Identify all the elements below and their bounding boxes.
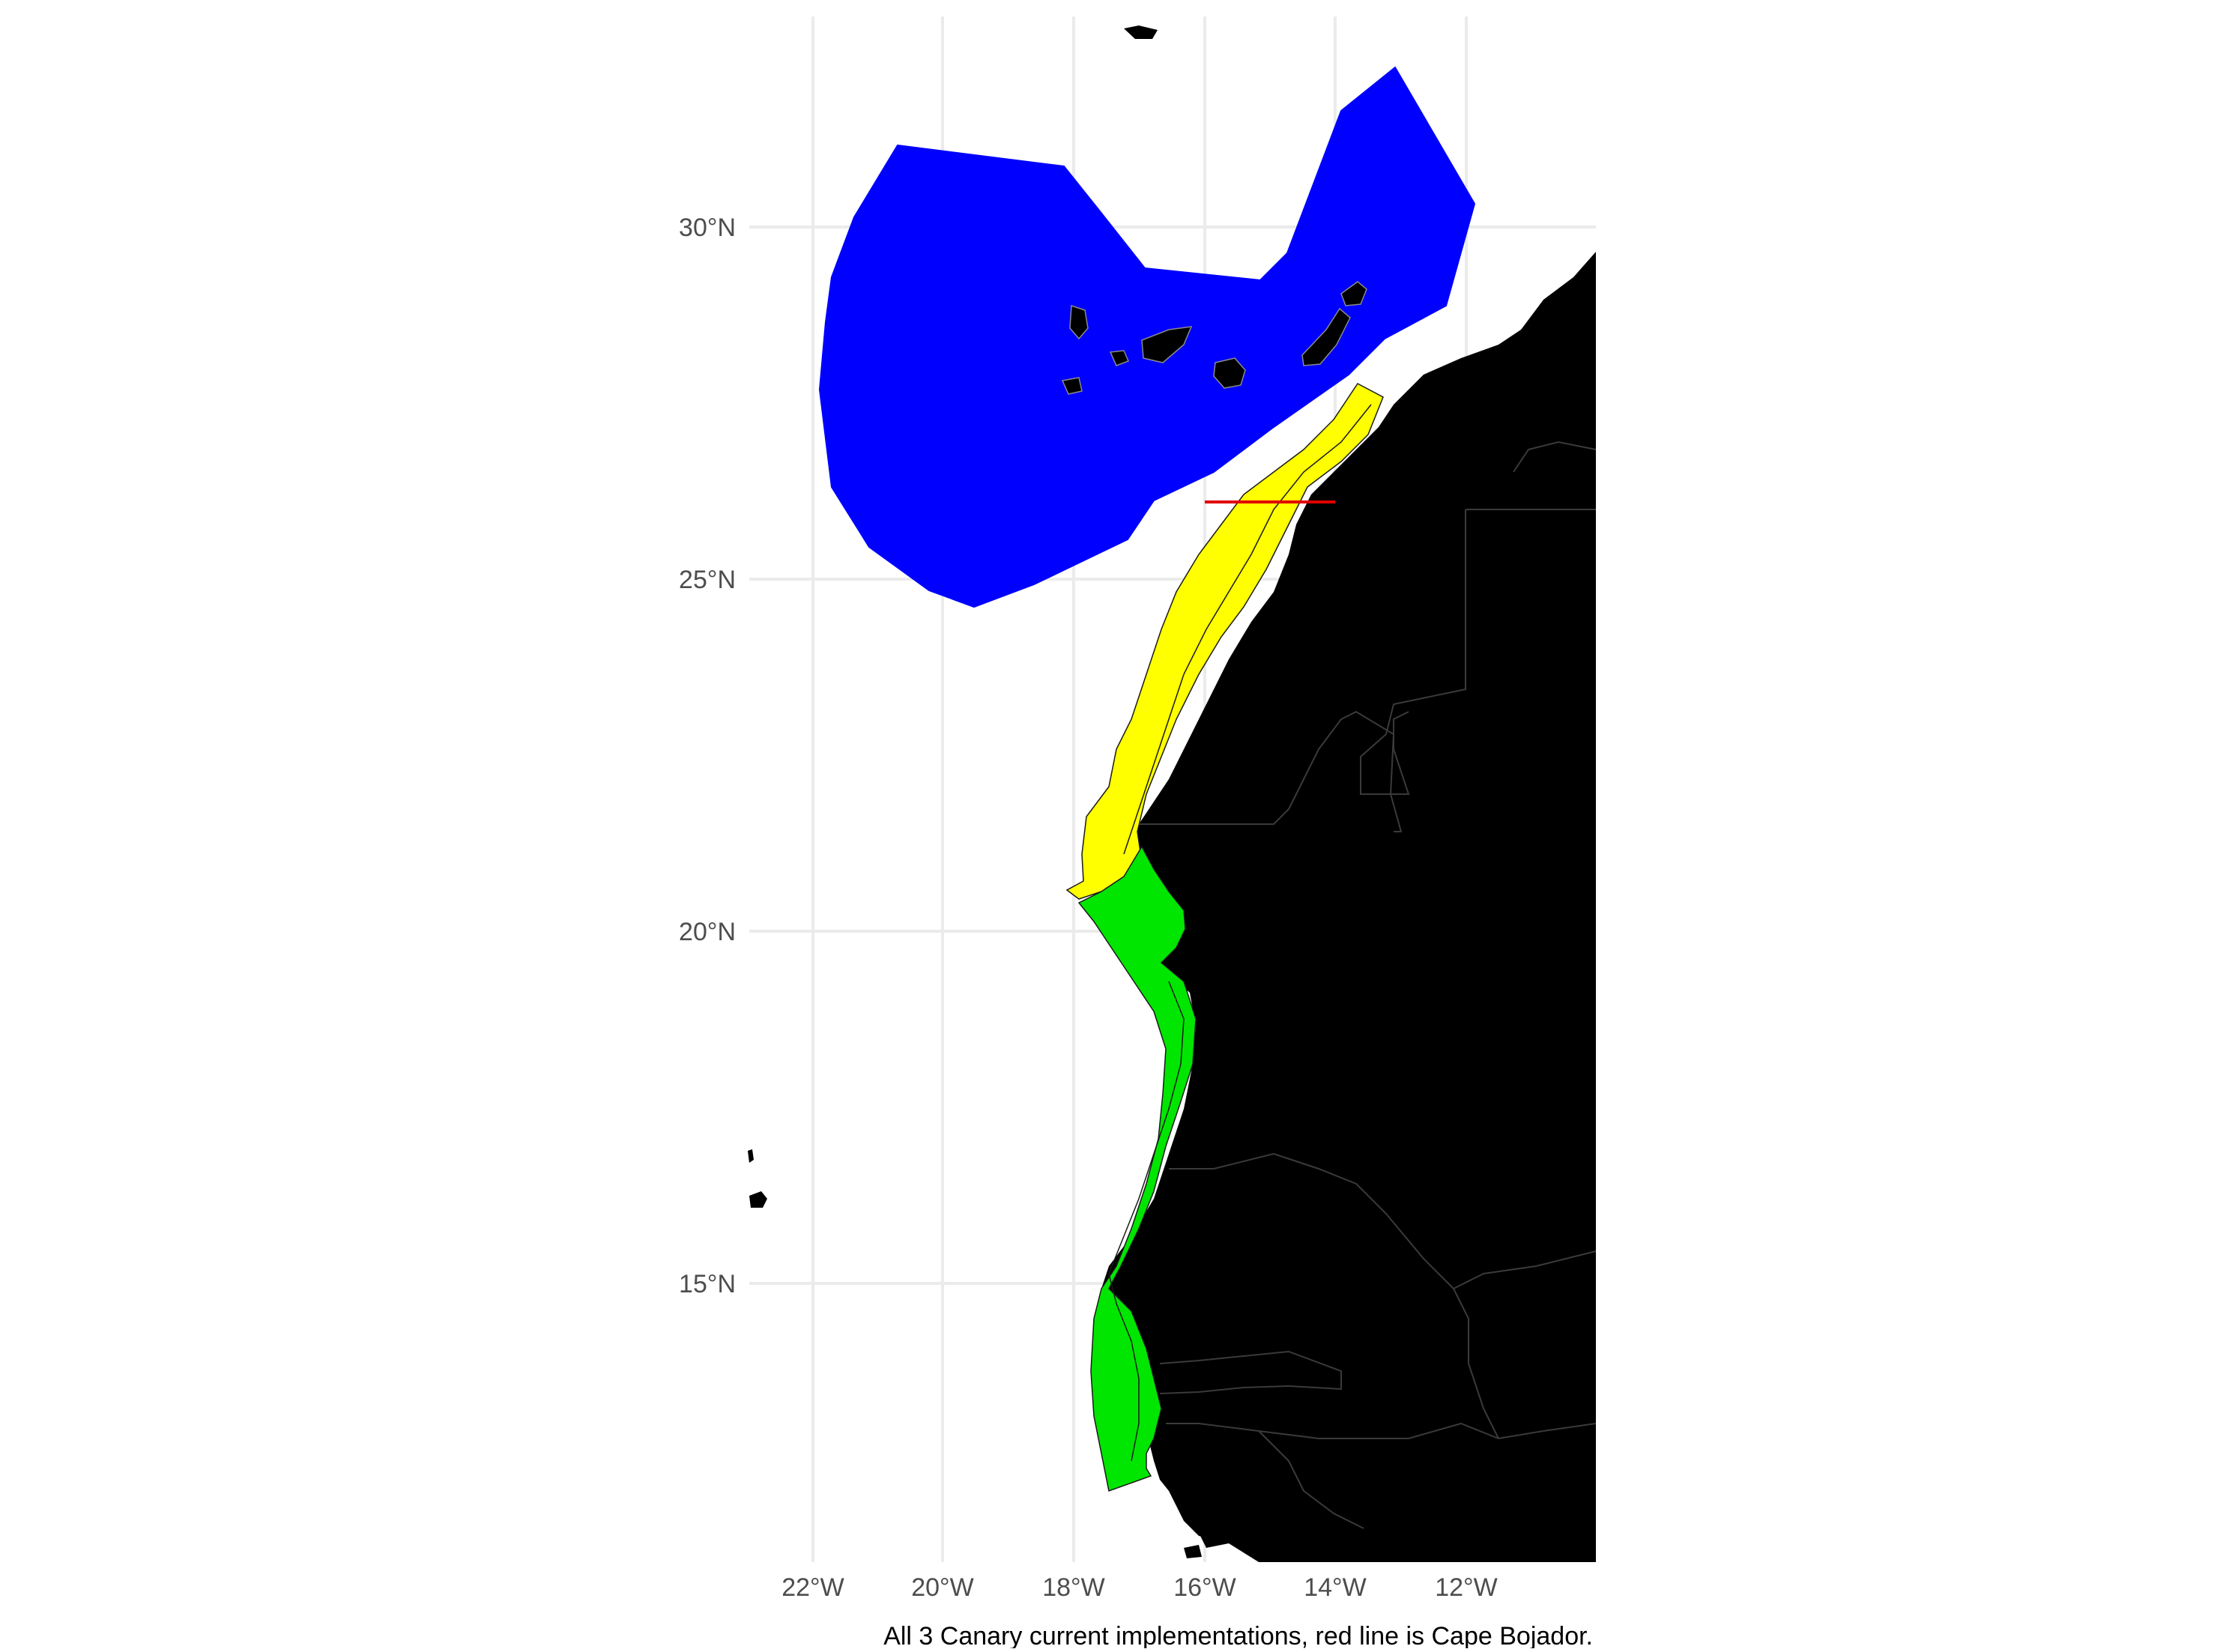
x-tick-label-22w: 22°W — [781, 1573, 844, 1602]
x-tick-label-16w: 16°W — [1173, 1573, 1236, 1602]
northern-islet — [1124, 25, 1158, 39]
bijagos-islet-1 — [1191, 1501, 1218, 1518]
island-lanzarote — [1340, 281, 1367, 306]
cape-verde-islands — [748, 1149, 767, 1208]
island-la-palma — [1069, 304, 1089, 340]
island-el-hierro — [1061, 377, 1083, 395]
canary-islands-region — [818, 66, 1476, 608]
cape-verde-islet-2 — [749, 1191, 767, 1208]
y-tick-label-30n: 30°N — [679, 214, 736, 242]
y-axis: 30°N 25°N 20°N 15°N — [679, 214, 736, 1298]
southern-region-shelf-contour — [1108, 981, 1185, 1462]
island-la-gomera — [1109, 350, 1129, 366]
x-tick-label-20w: 20°W — [911, 1573, 974, 1602]
cape-verde-islet-1 — [748, 1149, 754, 1163]
bijagos-islet-2 — [1199, 1528, 1229, 1548]
border-mali — [1453, 1250, 1597, 1289]
canary-islands — [1061, 281, 1367, 395]
border-guinea-bissau-guinea — [1258, 1430, 1364, 1529]
border-gambia — [1159, 1350, 1342, 1394]
bijagos-islands — [1184, 1501, 1229, 1558]
island-gran-canaria — [1213, 357, 1246, 389]
x-tick-label-18w: 18°W — [1042, 1573, 1105, 1602]
x-tick-label-14w: 14°W — [1304, 1573, 1367, 1602]
border-senegal-guinea-bissau — [1166, 1422, 1597, 1440]
map-caption: All 3 Canary current implementations, re… — [883, 1622, 1593, 1648]
african-landmass — [1101, 252, 1596, 1562]
y-tick-label-15n: 15°N — [679, 1270, 736, 1298]
bijagos-islet-3 — [1184, 1545, 1202, 1558]
border-mauritania-senegal — [1169, 1152, 1499, 1439]
x-tick-label-12w: 12°W — [1435, 1573, 1498, 1602]
y-tick-label-20n: 20°N — [679, 918, 736, 946]
northern-coastal-region — [1065, 383, 1384, 900]
border-morocco-algeria — [1513, 441, 1597, 473]
country-borders — [1139, 441, 1597, 1529]
southern-coastal-region — [1077, 845, 1197, 1492]
island-tenerife — [1141, 326, 1193, 363]
border-mauritania-north — [1139, 710, 1403, 832]
northern-region-shelf-contour — [1123, 404, 1372, 855]
island-fuerteventura — [1301, 307, 1351, 366]
x-axis: 22°W 20°W 18°W 16°W 14°W 12°W — [781, 1573, 1498, 1602]
y-tick-label-25n: 25°N — [679, 566, 736, 594]
